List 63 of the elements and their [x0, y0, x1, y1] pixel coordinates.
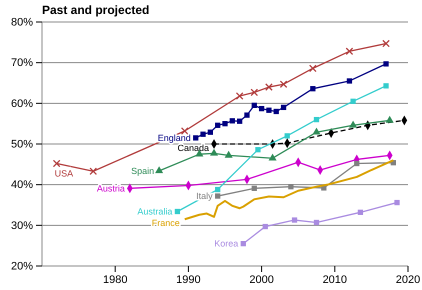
- point: [52, 160, 60, 168]
- point: [215, 122, 220, 128]
- point: [224, 150, 233, 158]
- series-label: France: [152, 218, 180, 228]
- point: [193, 135, 198, 141]
- y-tick-label: 80%: [10, 16, 34, 29]
- point: [268, 154, 277, 161]
- point: [180, 127, 189, 135]
- series-label: Australia: [137, 206, 172, 217]
- chart-title: Past and projected: [42, 3, 150, 17]
- y-tick-label: 20%: [10, 260, 34, 273]
- x-tick-label: 2020: [396, 274, 420, 286]
- point: [155, 166, 164, 174]
- point: [89, 167, 98, 176]
- point: [386, 116, 394, 123]
- point: [215, 186, 220, 192]
- point: [383, 61, 389, 67]
- point: [312, 128, 321, 135]
- y-tick-label: 40%: [10, 179, 34, 192]
- y-tick-label: 30%: [10, 220, 34, 232]
- series-label: Korea: [214, 238, 238, 249]
- point: [265, 83, 273, 91]
- point: [310, 86, 316, 92]
- point: [280, 80, 288, 88]
- point: [358, 210, 364, 215]
- point: [258, 106, 264, 112]
- point: [288, 184, 294, 190]
- point: [244, 112, 250, 118]
- point: [274, 108, 279, 114]
- point: [240, 240, 246, 246]
- point: [354, 160, 360, 166]
- point: [346, 47, 354, 56]
- point: [222, 121, 228, 126]
- point: [255, 147, 261, 152]
- point: [266, 108, 272, 113]
- point: [215, 193, 220, 199]
- series-label: USA: [54, 168, 74, 179]
- y-tick-label: 50%: [10, 138, 34, 151]
- point: [309, 64, 317, 72]
- point: [350, 98, 356, 104]
- point: [383, 83, 389, 88]
- point: [208, 130, 214, 135]
- x-tick-label: 2000: [249, 274, 274, 286]
- x-tick-label: 2010: [322, 274, 348, 286]
- point: [250, 88, 258, 96]
- point: [210, 148, 218, 156]
- point: [284, 133, 290, 139]
- x-tick-label: 1980: [102, 274, 128, 286]
- x-tick-label: 1990: [176, 274, 201, 286]
- y-tick-label: 60%: [10, 98, 34, 110]
- point: [230, 118, 235, 124]
- point: [252, 102, 257, 108]
- point: [252, 186, 257, 191]
- point: [382, 40, 390, 48]
- y-tick-label: 70%: [10, 57, 34, 70]
- point: [200, 132, 206, 137]
- series-label: Austria: [96, 183, 125, 194]
- series-label: Canada: [177, 143, 210, 153]
- series-label: Spain: [131, 166, 154, 176]
- point: [236, 118, 242, 124]
- point: [349, 120, 358, 128]
- point: [262, 224, 268, 230]
- point: [236, 92, 244, 100]
